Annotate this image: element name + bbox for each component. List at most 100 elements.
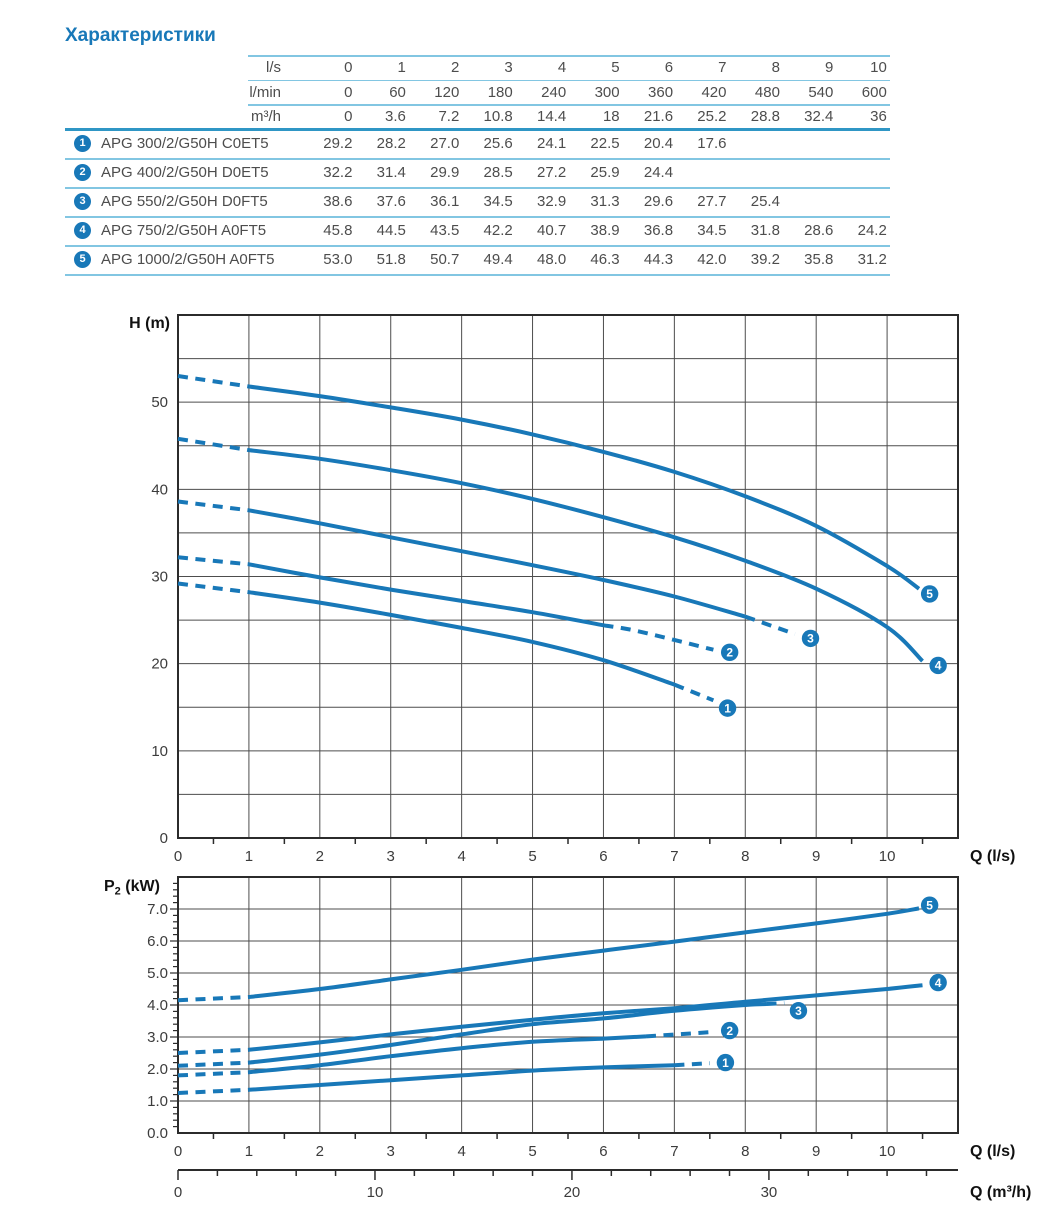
m3h-tick-label: 30: [761, 1184, 778, 1201]
pump-number-badge: 3: [74, 193, 91, 210]
h-chart-x-tick-label: 8: [741, 848, 749, 865]
p2-chart-y-tick-label: 3.0: [147, 1029, 168, 1046]
h-chart-curve-4: [248, 448, 924, 663]
p2-chart-curve-3-head: [177, 1060, 249, 1068]
p2-chart-marker-5: [920, 896, 939, 914]
unit-value-cell: 10.8: [483, 108, 513, 126]
unit-value-cell: 480: [754, 83, 780, 101]
p2-chart-curve-2-head: [177, 1070, 249, 1078]
h-chart-x-tick-label: 3: [387, 848, 395, 865]
h-chart-curve-1-head: [177, 581, 250, 595]
p2-chart-curve-2: [248, 1034, 647, 1075]
p2-chart-curve-5: [248, 906, 920, 999]
head-value-cell: 36.8: [643, 222, 674, 239]
h-chart-marker-3: [801, 629, 820, 648]
head-value-cell: 29.6: [643, 193, 674, 210]
p2-chart-xaxis-title: Q (l/s): [970, 1143, 1015, 1160]
head-value-cell: 31.8: [750, 222, 780, 239]
h-chart-x-tick-label: 1: [245, 848, 253, 865]
h-chart-curve-1-tail: [673, 682, 715, 703]
p2-chart-x-tick-label: 9: [812, 1143, 820, 1160]
h-chart-x-tick-label: 4: [457, 848, 465, 865]
p2-chart-marker-label-3: 3: [795, 1004, 802, 1018]
h-chart-x-tick-label: 6: [599, 848, 607, 865]
head-value-cell: 35.8: [804, 251, 834, 268]
head-value-cell: 38.9: [590, 222, 620, 239]
head-value-cell: 32.2: [323, 164, 353, 181]
h-chart-curve-1: [248, 590, 676, 687]
p2-chart-y-tick-label: 2.0: [147, 1061, 168, 1078]
head-value-cell: 48.0: [536, 251, 567, 268]
head-value-cell: 40.7: [536, 222, 567, 239]
table-rule: [65, 158, 890, 160]
head-value-cell: 34.5: [483, 193, 513, 210]
characteristics-table: l/s 0 1 2 3 4 5 6 7 8 9 10 l/min 0 60 120 180 240 300 360 42…: [65, 55, 890, 276]
head-value-cell: 22.5: [590, 135, 620, 152]
unit-value-cell: 180: [487, 83, 513, 101]
h-chart-marker-4: [929, 656, 947, 675]
head-value-cell: 29.9: [430, 164, 460, 181]
p2-chart-y-tick-label: 1.0: [147, 1093, 168, 1110]
unit-value-cell: 8: [771, 58, 780, 76]
unit-value-cell: 1: [397, 58, 406, 76]
unit-value-cell: 420: [701, 83, 727, 101]
head-value-cell: 32.9: [536, 193, 567, 210]
pump-number-badge: 2: [74, 164, 91, 181]
unit-label: m³/h: [251, 108, 281, 126]
h-chart-marker-label-4: 4: [935, 659, 942, 673]
table-rule: [248, 79, 890, 82]
unit-value-cell: 7: [718, 58, 727, 76]
head-value-cell: 28.5: [483, 164, 513, 181]
pump-badge-box: 3: [65, 193, 101, 210]
unit-value-cell: 360: [648, 83, 674, 101]
pump-model: APG 1000/2/G50H A0FT5: [101, 251, 275, 268]
p2-chart-marker-label-5: 5: [926, 898, 933, 912]
head-value-cell: 27.2: [536, 164, 567, 181]
head-value-cell: 27.0: [430, 135, 460, 152]
p2-chart-y-tick-label: 0.0: [147, 1125, 168, 1142]
head-value-cell: 44.5: [376, 222, 406, 239]
p2-chart-yaxis-title: P2 (kW): [104, 878, 160, 898]
h-chart-marker-2: [720, 643, 739, 662]
h-chart-curve-2: [248, 562, 604, 628]
head-value-cell: 39.2: [750, 251, 780, 268]
h-chart-yaxis-title: H (m): [129, 315, 170, 332]
h-chart-curve-2-tail: [603, 623, 714, 652]
m3h-axis-title: Q (m³/h): [970, 1184, 1031, 1201]
p2-chart-curve-1: [248, 1063, 675, 1092]
head-value-cell: 28.2: [376, 135, 406, 152]
h-chart-y-tick-label: 50: [151, 394, 168, 411]
pump-row: 1 APG 300/2/G50H C0ET5 29.2 28.2 27.0 25.6 24.…: [65, 129, 890, 158]
p2-chart-x-tick-label: 2: [316, 1143, 324, 1160]
head-value-cell: 20.4: [643, 135, 674, 152]
pump-badge-box: 1: [65, 135, 101, 152]
unit-label: l/s: [266, 58, 281, 76]
pump-number-badge: 1: [74, 135, 91, 152]
unit-value-cell: 6: [664, 58, 674, 76]
h-chart-curve-5-head: [177, 374, 250, 389]
h-chart-curve-3-tail: [744, 614, 796, 636]
head-value-cell: 25.9: [590, 164, 620, 181]
head-value-cell: 46.3: [590, 251, 620, 268]
unit-value-cell: 3.6: [385, 108, 406, 126]
h-chart-marker-1: [718, 699, 737, 717]
head-value-cell: 51.8: [376, 251, 406, 268]
head-value-cell: 49.4: [483, 251, 513, 268]
unit-value-cell: 2: [450, 58, 460, 76]
table-rule: [248, 55, 890, 57]
h-chart-curve-4-head: [177, 436, 250, 453]
head-value-cell: 53.0: [323, 251, 353, 268]
unit-value-cell: 36: [870, 108, 887, 126]
table-unit-row: l/min 0 60 120 180 240 300 360 420 480 540 600: [65, 80, 890, 105]
p2-chart-x-tick-label: 7: [670, 1143, 678, 1160]
head-value-cell: 34.5: [697, 222, 727, 239]
table-rule: [65, 245, 890, 247]
unit-value-cell: 240: [541, 83, 567, 101]
unit-value-cell: 60: [389, 83, 406, 101]
table-rule: [65, 216, 890, 218]
head-value-cell: 25.4: [750, 193, 780, 210]
pump-number-badge: 5: [74, 251, 91, 268]
table-rule: [248, 104, 890, 106]
p2-chart-curve-2-tail: [645, 1030, 710, 1039]
